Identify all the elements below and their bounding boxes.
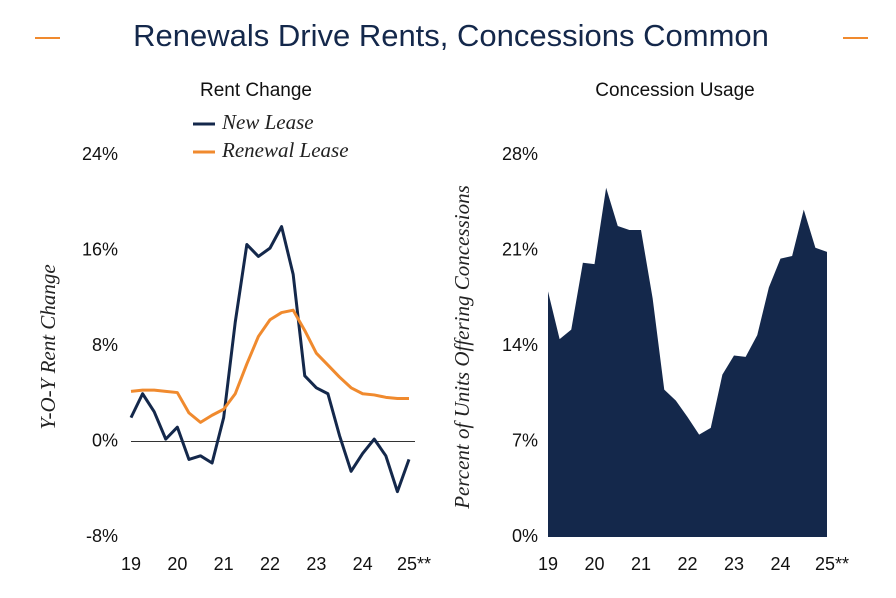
x-tick-label: 25** (397, 554, 431, 574)
y-axis-label: Percent of Units Offering Concessions (450, 185, 474, 510)
x-tick-label: 20 (167, 554, 187, 574)
x-tick-label: 25** (815, 554, 849, 574)
line (129, 225, 411, 494)
x-tick-label: 20 (584, 554, 604, 574)
page-title: Renewals Drive Rents, Concessions Common (133, 18, 769, 53)
y-tick-label: -8% (86, 526, 118, 546)
x-tick-label: 24 (353, 554, 373, 574)
x-tick-label: 21 (631, 554, 651, 574)
x-tick-label: 23 (306, 554, 326, 574)
x-tick-label: 19 (538, 554, 558, 574)
line (130, 308, 409, 424)
y-tick-label: 28% (502, 144, 538, 164)
y-axis-label: Y-O-Y Rent Change (36, 264, 60, 429)
y-tick-label: 16% (82, 239, 118, 259)
chart-title: Concession Usage (595, 80, 754, 101)
x-tick-label: 23 (724, 554, 744, 574)
y-tick-label: 0% (92, 430, 118, 450)
y-tick-label: 7% (512, 430, 538, 450)
x-tick-label: 19 (121, 554, 141, 574)
y-tick-label: 14% (502, 335, 538, 355)
y-tick-label: 8% (92, 335, 118, 355)
legend-label: Renewal Lease (221, 138, 349, 162)
x-tick-label: 22 (677, 554, 697, 574)
y-tick-label: 0% (512, 526, 538, 546)
y-tick-label: 24% (82, 144, 118, 164)
x-tick-label: 22 (260, 554, 280, 574)
y-tick-label: 21% (502, 239, 538, 259)
x-tick-label: 24 (770, 554, 790, 574)
x-tick-label: 21 (214, 554, 234, 574)
chart-title: Rent Change (200, 80, 312, 101)
legend-label: New Lease (221, 110, 314, 134)
area (548, 187, 827, 537)
